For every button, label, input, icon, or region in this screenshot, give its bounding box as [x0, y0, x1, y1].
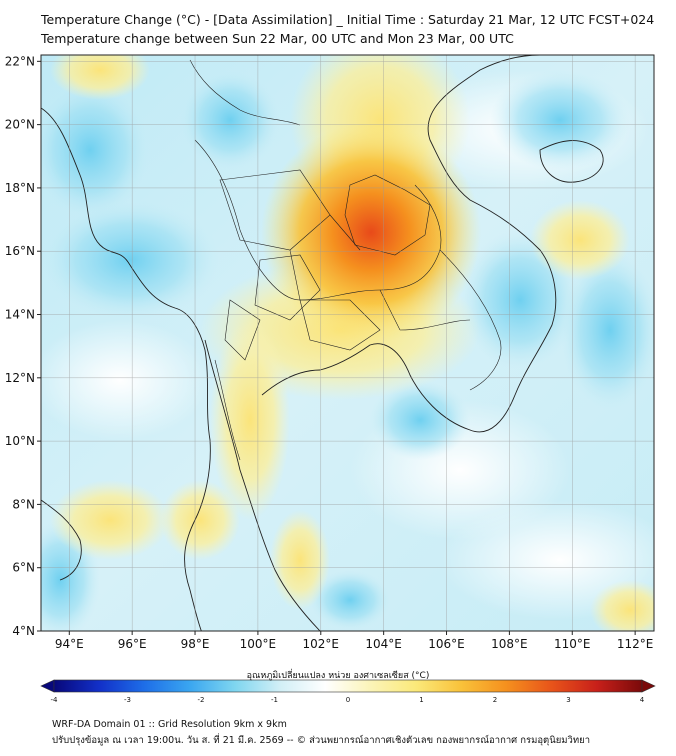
warming-hotspot [261, 122, 482, 343]
lon-tick-label: 106°E [428, 637, 465, 651]
map-title-line1: Temperature Change (°C) - [Data Assimila… [41, 12, 655, 27]
colorbar-tick-label: -2 [198, 696, 205, 704]
colorbar: -4 -3 -2 -1 0 1 2 3 4 [40, 679, 656, 704]
lat-tick-label: 8°N [12, 497, 35, 511]
colorbar-tick-label: -1 [271, 696, 278, 704]
lat-tick-label: 14°N [5, 308, 35, 322]
colorbar-tick-label: 2 [493, 696, 497, 704]
lat-tick-label: 18°N [5, 181, 35, 195]
colorbar-tick-label: 3 [566, 696, 570, 704]
longitude-axis: 94°E 96°E 98°E 100°E 102°E 104°E 106°E 108°E 110… [55, 631, 654, 651]
map-title-line2: Temperature change between Sun 22 Mar, 0… [41, 31, 514, 46]
lon-tick-label: 112°E [617, 637, 654, 651]
temperature-field [41, 55, 654, 631]
lon-tick-label: 108°E [491, 637, 528, 651]
lon-tick-label: 102°E [303, 637, 340, 651]
lat-tick-label: 6°N [12, 561, 35, 575]
lon-tick-label: 104°E [365, 637, 402, 651]
lat-tick-label: 22°N [5, 54, 35, 68]
colorbar-tick-label: 4 [640, 696, 645, 704]
lon-tick-label: 96°E [118, 637, 147, 651]
map-frame [40, 54, 655, 632]
lon-tick-label: 110°E [554, 637, 591, 651]
colorbar-tick-label: -4 [51, 696, 59, 704]
lon-tick-label: 98°E [181, 637, 210, 651]
lat-tick-label: 16°N [5, 244, 35, 258]
lon-tick-label: 94°E [55, 637, 84, 651]
colorbar-tick-label: 0 [346, 696, 350, 704]
colorbar-tick-label: 1 [419, 696, 423, 704]
coastlines [41, 55, 604, 631]
footer-update-info: ปรับปรุงข้อมูล ณ เวลา 19:00น. วัน ส. ที่… [52, 735, 591, 746]
lat-tick-label: 10°N [5, 434, 35, 448]
graticule [41, 55, 654, 631]
lat-tick-label: 4°N [12, 624, 35, 638]
footer-model-info: WRF-DA Domain 01 :: Grid Resolution 9km … [52, 719, 287, 730]
lat-tick-label: 12°N [5, 371, 35, 385]
province-borders [189, 59, 502, 461]
colorbar-max-extension [641, 679, 656, 693]
lat-tick-label: 20°N [5, 118, 35, 132]
lon-tick-label: 100°E [240, 637, 277, 651]
colorbar-tick-label: -3 [124, 696, 131, 704]
colorbar-title: อุณหภูมิเปลี่ยนแปลง หน่วย องศาเซลเซียส (… [246, 671, 430, 681]
latitude-axis: 22°N 20°N 18°N 16°N 14°N 12°N 10°N 8°N 6°N 4°N [5, 54, 41, 638]
